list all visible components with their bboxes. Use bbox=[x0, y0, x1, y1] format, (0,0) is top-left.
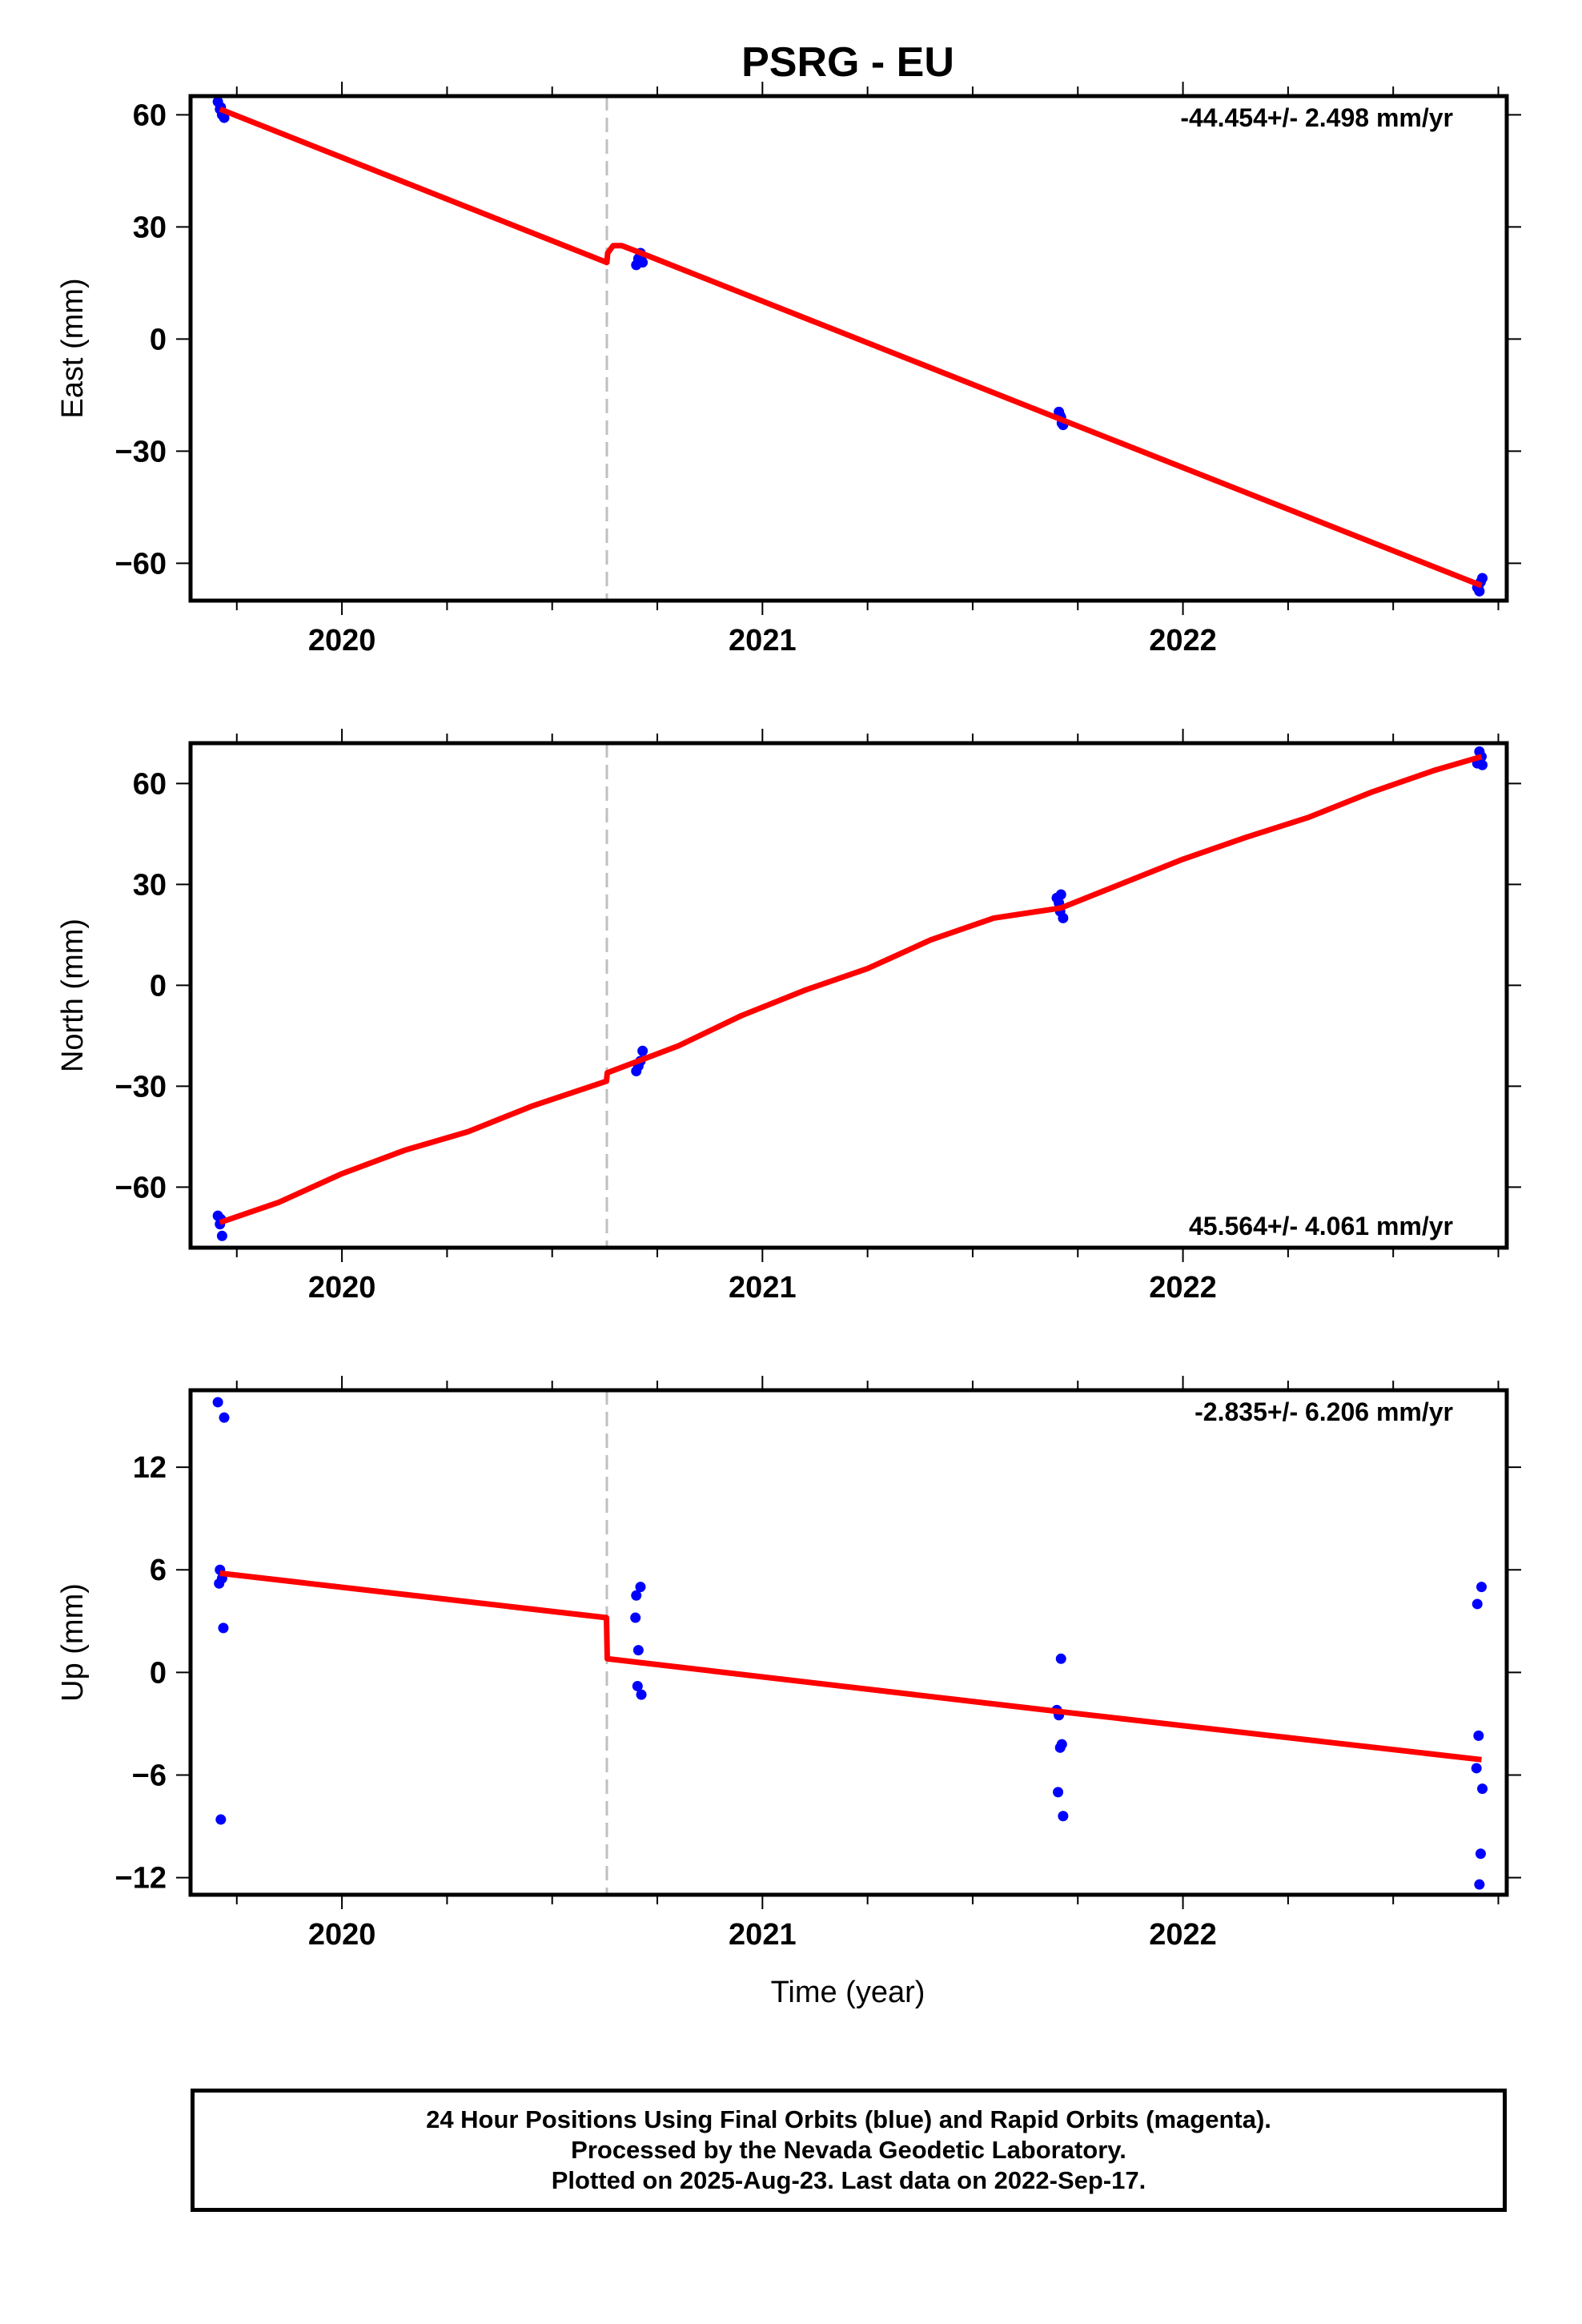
data-point bbox=[632, 1645, 644, 1656]
x-tick-label: 2021 bbox=[729, 1271, 797, 1305]
x-tick-label: 2022 bbox=[1149, 1918, 1217, 1952]
data-point bbox=[218, 1622, 229, 1634]
plot-frame bbox=[188, 94, 1509, 603]
plot-frame bbox=[188, 1388, 1509, 1897]
data-point bbox=[219, 112, 230, 123]
model-fit-line bbox=[219, 107, 1483, 589]
data-point bbox=[1053, 1787, 1064, 1798]
x-tick-label: 2020 bbox=[308, 624, 376, 657]
data-point bbox=[1475, 1848, 1486, 1860]
y-tick-label: 12 bbox=[133, 1451, 167, 1485]
chart-title: PSRG - EU bbox=[741, 39, 954, 86]
data-point bbox=[632, 1680, 643, 1691]
data-point bbox=[1054, 1742, 1066, 1753]
data-point bbox=[636, 1689, 647, 1700]
y-axis-label: East (mm) bbox=[56, 278, 90, 418]
data-point bbox=[1055, 1653, 1066, 1664]
up-panel: 2020 2021 2022 −12 −6 0 6 12 Up (mm) -2.835+/- 6.… bbox=[56, 1376, 1521, 1952]
footer-line-1: 24 Hour Positions Using Final Orbits (bl… bbox=[426, 2105, 1271, 2133]
y-tick-label: −30 bbox=[115, 1070, 167, 1104]
y-axis-label: North (mm) bbox=[56, 919, 90, 1072]
model-fit-line bbox=[219, 1570, 1482, 1763]
east-panel: 2020 2021 2022 −60 −30 0 30 60 East (mm) -44.454+… bbox=[56, 82, 1521, 657]
data-point bbox=[1474, 1879, 1485, 1890]
x-tick-label: 2021 bbox=[729, 1918, 797, 1952]
y-tick-label: −12 bbox=[115, 1862, 167, 1896]
data-point bbox=[1476, 1582, 1487, 1593]
y-tick-label: 30 bbox=[133, 211, 167, 244]
data-point bbox=[1477, 1783, 1488, 1795]
data-point bbox=[1471, 1763, 1482, 1774]
model-fit-line bbox=[219, 754, 1483, 1225]
x-tick-label: 2022 bbox=[1149, 624, 1217, 657]
y-tick-label: −60 bbox=[115, 547, 167, 581]
y-tick-label: 60 bbox=[133, 767, 167, 801]
data-point bbox=[1058, 1811, 1069, 1822]
data-point bbox=[214, 1578, 225, 1589]
y-tick-label: 30 bbox=[133, 868, 167, 902]
x-tick-label: 2020 bbox=[308, 1918, 376, 1952]
velocity-annotation: 45.564+/- 4.061 mm/yr bbox=[1189, 1212, 1453, 1240]
y-tick-label: −30 bbox=[115, 435, 167, 468]
velocity-annotation: -2.835+/- 6.206 mm/yr bbox=[1195, 1397, 1453, 1426]
data-point bbox=[1477, 759, 1488, 770]
data-point bbox=[1473, 1730, 1484, 1741]
footer-note: 24 Hour Positions Using Final Orbits (bl… bbox=[191, 2089, 1507, 2212]
x-tick-label: 2022 bbox=[1149, 1271, 1217, 1305]
x-tick-label: 2021 bbox=[729, 624, 797, 657]
y-tick-label: 60 bbox=[133, 99, 167, 132]
y-tick-label: 0 bbox=[150, 969, 167, 1003]
footer-line-2: Processed by the Nevada Geodetic Laborat… bbox=[571, 2136, 1126, 2164]
data-point bbox=[630, 1612, 641, 1623]
y-axis-label: Up (mm) bbox=[56, 1583, 90, 1702]
data-point bbox=[631, 1590, 642, 1601]
data-point bbox=[216, 1230, 227, 1241]
data-point bbox=[635, 1582, 646, 1593]
data-point bbox=[219, 1412, 230, 1423]
y-tick-label: 0 bbox=[150, 1656, 167, 1690]
y-tick-label: 0 bbox=[150, 323, 167, 356]
y-tick-label: 6 bbox=[150, 1554, 167, 1587]
north-panel: 2020 2021 2022 −60 −30 0 30 60 North (mm) 45.564+… bbox=[56, 729, 1521, 1305]
y-tick-label: −6 bbox=[132, 1759, 167, 1793]
y-tick-label: −60 bbox=[115, 1171, 167, 1204]
plot-frame bbox=[188, 741, 1509, 1250]
data-point bbox=[1472, 1598, 1483, 1610]
data-point bbox=[215, 1814, 227, 1825]
data-point bbox=[1055, 889, 1066, 900]
x-tick-label: 2020 bbox=[308, 1271, 376, 1305]
data-point bbox=[637, 1045, 648, 1056]
velocity-annotation: -44.454+/- 2.498 mm/yr bbox=[1180, 103, 1453, 132]
footer-line-3: Plotted on 2025-Aug-23. Last data on 202… bbox=[551, 2166, 1146, 2194]
data-point bbox=[212, 1397, 223, 1408]
x-axis-label: Time (year) bbox=[771, 1976, 926, 2009]
